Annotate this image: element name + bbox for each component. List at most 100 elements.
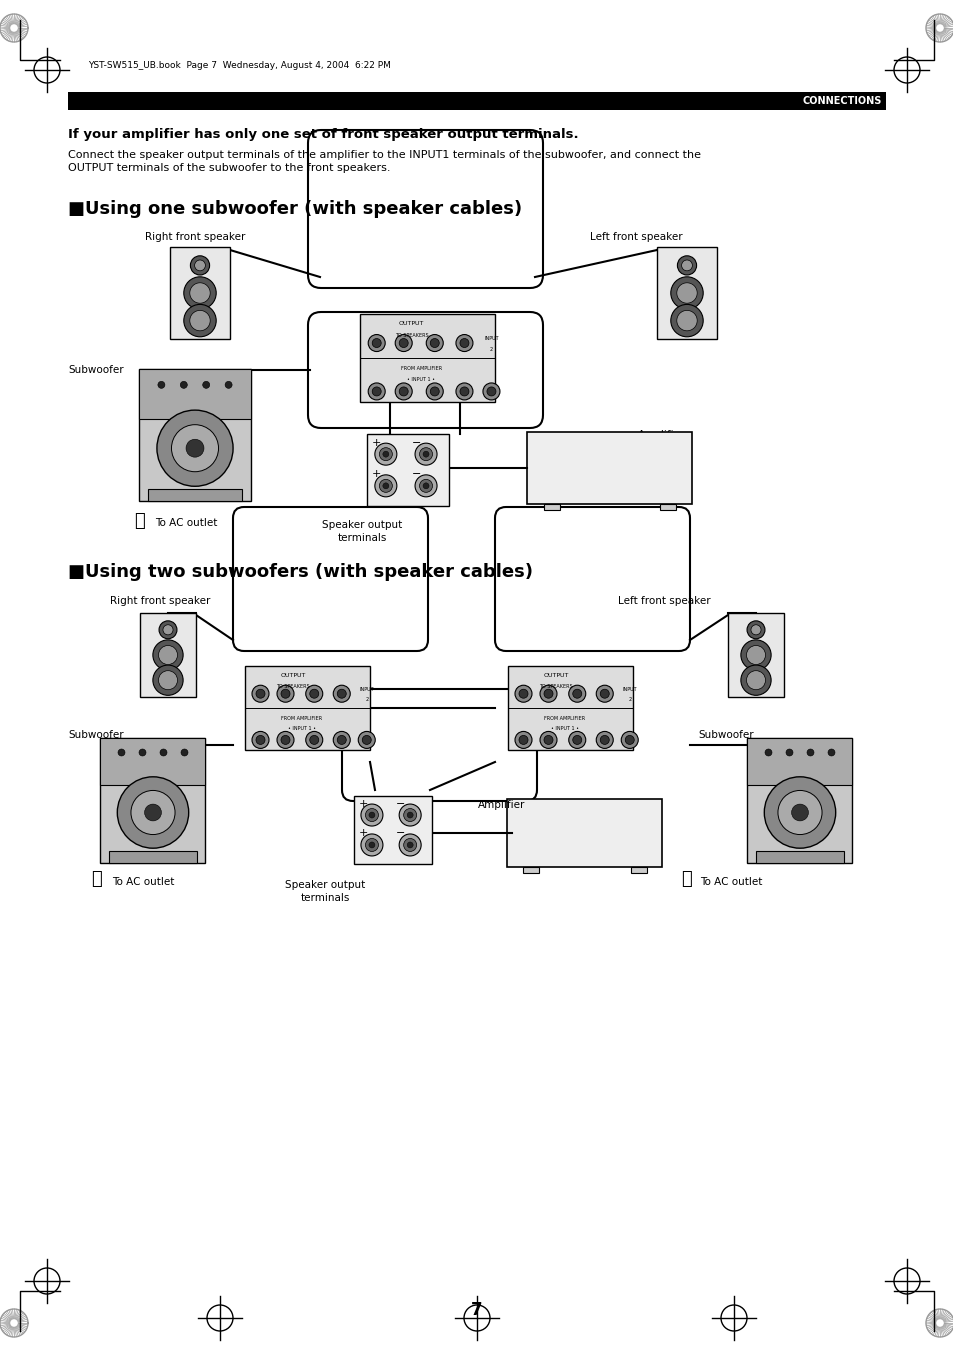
Circle shape	[482, 382, 499, 400]
Circle shape	[620, 731, 638, 748]
Circle shape	[145, 804, 161, 821]
Circle shape	[281, 689, 290, 698]
Circle shape	[403, 808, 416, 821]
Bar	[139, 369, 251, 501]
Text: ⏚: ⏚	[134, 512, 145, 530]
Bar	[659, 504, 675, 509]
Circle shape	[777, 790, 821, 835]
Bar	[543, 504, 559, 509]
Bar	[747, 738, 852, 862]
Circle shape	[515, 731, 532, 748]
Text: ⏚: ⏚	[91, 870, 102, 888]
Circle shape	[676, 311, 697, 331]
Circle shape	[310, 689, 318, 698]
Circle shape	[518, 689, 527, 698]
Circle shape	[426, 382, 443, 400]
Circle shape	[186, 439, 204, 457]
Circle shape	[543, 689, 553, 698]
Circle shape	[745, 670, 764, 690]
Text: Connect the speaker output terminals of the amplifier to the INPUT1 terminals of: Connect the speaker output terminals of …	[68, 150, 700, 159]
Text: +: +	[372, 469, 381, 478]
Circle shape	[158, 646, 177, 665]
Text: To AC outlet: To AC outlet	[154, 517, 217, 528]
Text: +: +	[358, 800, 368, 809]
Circle shape	[596, 731, 613, 748]
Circle shape	[459, 339, 469, 347]
Text: OUTPUT terminals of the subwoofer to the front speakers.: OUTPUT terminals of the subwoofer to the…	[68, 163, 390, 173]
Circle shape	[407, 842, 413, 848]
Bar	[109, 851, 197, 862]
Text: To AC outlet: To AC outlet	[700, 877, 761, 888]
Circle shape	[190, 311, 210, 331]
Circle shape	[362, 735, 371, 744]
Text: ■Using one subwoofer (with speaker cables): ■Using one subwoofer (with speaker cable…	[68, 200, 521, 218]
Circle shape	[368, 382, 385, 400]
Text: TO SPEAKERS: TO SPEAKERS	[395, 334, 428, 338]
Circle shape	[398, 804, 420, 825]
Text: FROM AMPLIFIER: FROM AMPLIFIER	[543, 716, 585, 720]
Text: TO SPEAKERS: TO SPEAKERS	[276, 685, 310, 689]
Circle shape	[252, 731, 269, 748]
Circle shape	[152, 640, 183, 670]
Circle shape	[194, 259, 205, 270]
Text: OUTPUT: OUTPUT	[280, 673, 305, 678]
Circle shape	[337, 735, 346, 744]
Text: Amplifier: Amplifier	[477, 800, 525, 811]
Circle shape	[252, 685, 269, 703]
Text: CONNECTIONS: CONNECTIONS	[801, 96, 882, 105]
Bar	[360, 313, 495, 403]
Text: Subwoofer: Subwoofer	[68, 730, 124, 740]
Circle shape	[599, 689, 609, 698]
Circle shape	[572, 689, 581, 698]
Circle shape	[255, 689, 265, 698]
Circle shape	[676, 282, 697, 303]
Bar	[507, 798, 661, 867]
Text: Amplifier: Amplifier	[638, 430, 684, 440]
Text: 2: 2	[627, 697, 631, 703]
Text: Subwoofer: Subwoofer	[698, 730, 753, 740]
Circle shape	[358, 731, 375, 748]
Circle shape	[539, 685, 557, 703]
Circle shape	[395, 335, 412, 351]
Circle shape	[156, 411, 233, 486]
Text: FROM AMPLIFIER: FROM AMPLIFIER	[281, 716, 322, 720]
Circle shape	[181, 748, 188, 757]
Circle shape	[118, 748, 125, 757]
Circle shape	[305, 685, 322, 703]
Circle shape	[360, 834, 382, 857]
Circle shape	[763, 777, 835, 848]
Circle shape	[117, 777, 189, 848]
Circle shape	[426, 335, 443, 351]
Circle shape	[518, 735, 527, 744]
Bar	[140, 613, 195, 697]
Circle shape	[375, 443, 396, 465]
Circle shape	[422, 451, 429, 457]
Circle shape	[572, 735, 581, 744]
Circle shape	[486, 386, 496, 396]
Bar	[755, 851, 843, 862]
Text: −: −	[411, 438, 420, 447]
Text: INPUT: INPUT	[483, 336, 498, 342]
Bar	[508, 666, 633, 750]
Circle shape	[372, 386, 381, 396]
Circle shape	[160, 748, 167, 757]
Circle shape	[382, 482, 389, 489]
Text: ■Using two subwoofers (with speaker cables): ■Using two subwoofers (with speaker cabl…	[68, 563, 533, 581]
Text: +: +	[372, 438, 381, 447]
Text: • INPUT 1 •: • INPUT 1 •	[288, 725, 315, 731]
Circle shape	[180, 381, 187, 388]
Circle shape	[379, 480, 392, 492]
Text: If your amplifier has only one set of front speaker output terminals.: If your amplifier has only one set of fr…	[68, 128, 578, 141]
Circle shape	[456, 335, 473, 351]
Bar	[727, 613, 783, 697]
Bar	[631, 867, 646, 873]
Bar	[100, 738, 205, 785]
Circle shape	[398, 339, 408, 347]
Text: YST-SW515_UB.book  Page 7  Wednesday, August 4, 2004  6:22 PM: YST-SW515_UB.book Page 7 Wednesday, Augu…	[88, 62, 391, 70]
Circle shape	[379, 447, 392, 461]
Circle shape	[333, 731, 350, 748]
Bar	[148, 489, 242, 501]
Circle shape	[430, 386, 438, 396]
Text: Right front speaker: Right front speaker	[110, 596, 211, 607]
Text: Right front speaker: Right front speaker	[145, 232, 245, 242]
